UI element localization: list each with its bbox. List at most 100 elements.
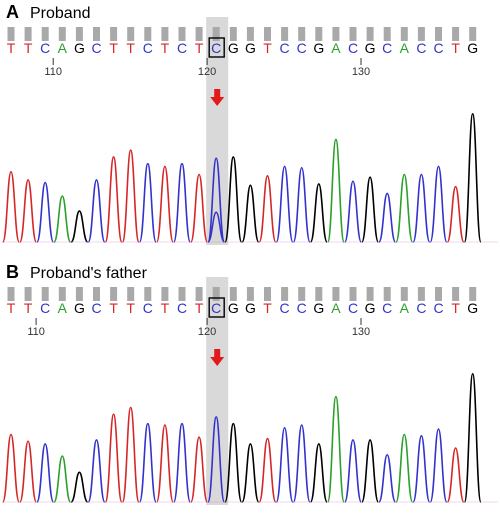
- position-label: 120: [198, 326, 216, 338]
- trace-peak-G: [361, 176, 380, 243]
- base-call: T: [161, 300, 170, 316]
- base-call: C: [297, 40, 307, 56]
- trace-peak-G: [361, 439, 380, 503]
- base-call: A: [58, 40, 68, 56]
- trace-peak-C: [344, 180, 362, 243]
- base-call: A: [331, 300, 341, 316]
- trace-peak-T: [121, 406, 140, 503]
- trace-peak-C: [275, 165, 294, 243]
- trace-peak-G: [309, 443, 328, 503]
- base-call: C: [433, 40, 443, 56]
- quality-bar: [366, 27, 374, 41]
- quality-bar: [161, 287, 169, 301]
- quality-bar: [281, 27, 289, 41]
- quality-bar: [110, 27, 118, 41]
- quality-bar: [58, 27, 66, 41]
- panel-letter: A: [6, 2, 19, 22]
- base-call: C: [40, 300, 50, 316]
- trace-peak-T: [19, 179, 38, 243]
- red-down-arrow-icon: [210, 349, 225, 366]
- quality-bar: [332, 27, 340, 41]
- base-call: G: [365, 300, 376, 316]
- trace-peak-T: [2, 433, 20, 503]
- panel-title: Proband's father: [30, 265, 148, 282]
- red-down-arrow-icon: [210, 89, 225, 106]
- trace-peak-T: [19, 440, 38, 503]
- trace-peak-G: [224, 422, 243, 503]
- trace-peak-T: [155, 165, 174, 243]
- quality-bar: [383, 27, 391, 41]
- base-call: A: [400, 40, 410, 56]
- trace-peak-T: [2, 170, 20, 243]
- base-call: C: [211, 40, 221, 56]
- base-call: T: [7, 300, 16, 316]
- trace-peak-A: [53, 455, 72, 503]
- trace-peak-C: [138, 422, 157, 503]
- quality-bar: [349, 27, 357, 41]
- trace-peak-G: [224, 156, 243, 243]
- quality-bar: [332, 287, 340, 301]
- quality-bar: [366, 287, 374, 301]
- base-call: T: [195, 40, 204, 56]
- base-call: C: [348, 300, 358, 316]
- trace-peak-T: [258, 437, 277, 503]
- quality-bar: [7, 287, 15, 301]
- quality-bar: [212, 287, 220, 301]
- trace-peak-C: [173, 422, 191, 503]
- quality-bar: [452, 287, 460, 301]
- trace-peak-C: [292, 166, 311, 243]
- quality-bar: [298, 27, 306, 41]
- quality-bar: [383, 287, 391, 301]
- base-call: T: [451, 300, 460, 316]
- base-call: T: [24, 300, 33, 316]
- base-call: G: [245, 40, 256, 56]
- quality-bar: [417, 287, 425, 301]
- trace-peak-T: [104, 413, 123, 503]
- base-call: G: [228, 40, 239, 56]
- trace-peak-C: [412, 173, 431, 243]
- base-call: G: [467, 40, 478, 56]
- base-call: C: [348, 40, 358, 56]
- trace-peak-C: [36, 181, 55, 243]
- base-call: G: [467, 300, 478, 316]
- quality-bar: [178, 287, 186, 301]
- base-call: C: [297, 300, 307, 316]
- base-call: C: [177, 40, 187, 56]
- base-call: T: [109, 40, 118, 56]
- trace-peak-T: [446, 447, 465, 503]
- base-call: T: [161, 40, 170, 56]
- base-call: T: [126, 300, 135, 316]
- quality-bar: [75, 287, 83, 301]
- quality-bar: [264, 287, 271, 301]
- base-call: C: [177, 300, 187, 316]
- base-call: C: [211, 300, 221, 316]
- quality-bar: [161, 27, 169, 41]
- quality-bar: [246, 27, 254, 41]
- quality-bar: [93, 287, 100, 301]
- quality-bar: [75, 27, 83, 41]
- trace-peak-C: [138, 162, 157, 243]
- trace-peak-T: [258, 175, 277, 243]
- position-label: 110: [27, 326, 45, 338]
- base-call: T: [263, 300, 272, 316]
- base-call: A: [331, 40, 341, 56]
- base-call: G: [74, 300, 85, 316]
- quality-bar: [229, 27, 237, 41]
- base-call: G: [313, 40, 324, 56]
- quality-bar: [58, 287, 66, 301]
- quality-bar: [349, 287, 357, 301]
- base-call: T: [24, 40, 33, 56]
- base-call: C: [382, 40, 392, 56]
- quality-bar: [41, 27, 49, 41]
- position-label: 130: [352, 66, 370, 78]
- base-call: T: [263, 40, 272, 56]
- quality-bar: [264, 27, 271, 41]
- quality-bar: [178, 27, 186, 41]
- trace-peak-C: [412, 435, 431, 503]
- trace-peak-A: [53, 195, 72, 243]
- variant-highlight-column: [206, 277, 229, 505]
- trace-peak-G: [463, 112, 482, 243]
- base-call: A: [400, 300, 410, 316]
- quality-bar: [435, 287, 442, 301]
- base-call: G: [245, 300, 256, 316]
